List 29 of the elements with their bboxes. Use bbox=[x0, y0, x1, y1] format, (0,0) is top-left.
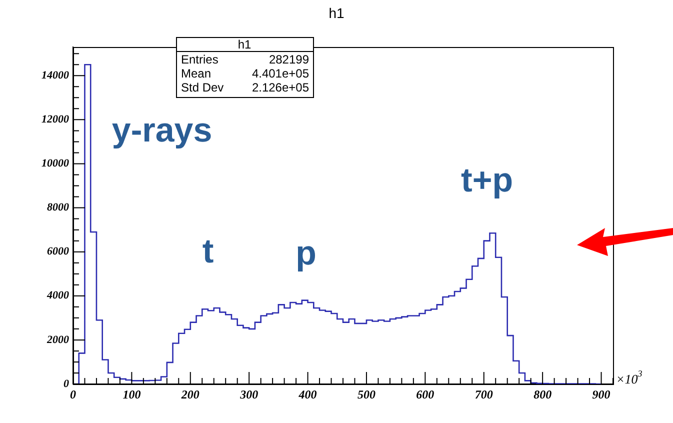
annotation: 4.401e+05 bbox=[252, 66, 310, 80]
y-tick-label: 10000 bbox=[42, 158, 70, 170]
annotation: 282199 bbox=[268, 52, 310, 66]
x-tick-label: 600 bbox=[416, 387, 434, 402]
annotation: Entries bbox=[181, 52, 218, 66]
y-tick-label: 2000 bbox=[46, 334, 70, 346]
annotation: 2.126e+05 bbox=[252, 80, 310, 94]
annotation: h1 bbox=[238, 37, 252, 52]
y-tick-label: 8000 bbox=[47, 202, 70, 214]
x-tick-label: 300 bbox=[239, 387, 258, 402]
chart-title: h1 bbox=[328, 4, 344, 21]
annotation: t+p bbox=[461, 161, 513, 200]
y-tick-label: 12000 bbox=[42, 114, 70, 126]
y-tick-label: 6000 bbox=[47, 246, 70, 258]
x-tick-label: 100 bbox=[122, 387, 141, 402]
x-tick-label: 900 bbox=[592, 387, 610, 402]
annotation: t bbox=[202, 232, 214, 270]
y-tick-label: 0 bbox=[64, 378, 70, 390]
annotation: p bbox=[296, 234, 316, 272]
x-tick-label: 200 bbox=[180, 387, 200, 402]
y-tick-label: 14000 bbox=[42, 69, 70, 82]
annotation: y-rays bbox=[112, 111, 212, 150]
x-tick-label: 500 bbox=[357, 387, 376, 402]
annotation: Std Dev bbox=[181, 80, 224, 94]
annotation: Mean bbox=[181, 66, 212, 80]
x-tick-label: 800 bbox=[534, 387, 552, 402]
x-tick-label: 400 bbox=[298, 387, 317, 402]
x-tick-label: 700 bbox=[474, 387, 493, 402]
y-tick-label: 4000 bbox=[46, 290, 70, 302]
